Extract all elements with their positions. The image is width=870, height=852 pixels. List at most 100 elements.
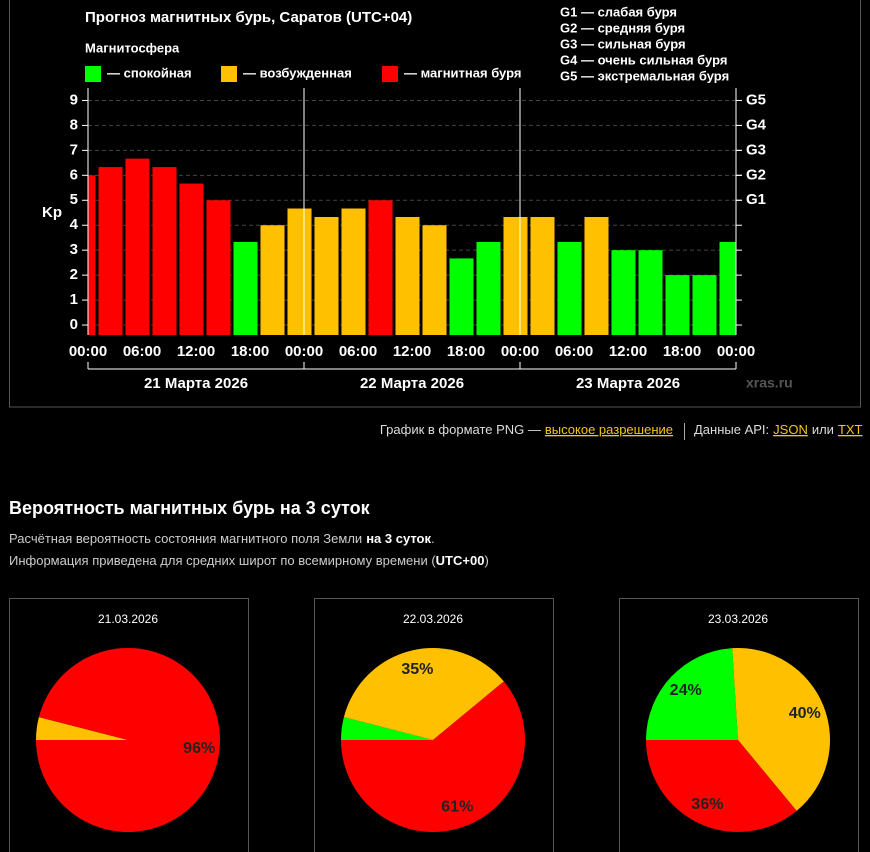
bar <box>719 241 736 335</box>
y-tick-label: 2 <box>70 266 78 283</box>
x-tick-label: 06:00 <box>123 343 161 360</box>
png-note: График в формате PNG — высокое разрешение <box>380 422 673 437</box>
x-tick-label: 06:00 <box>339 343 377 360</box>
bar <box>233 241 258 335</box>
pie-slice <box>340 681 525 832</box>
api-note: Данные API: JSON или TXT <box>694 422 863 437</box>
bar <box>287 208 312 335</box>
bar <box>88 175 96 335</box>
legend-label: — спокойная <box>107 65 192 80</box>
x-tick-label: 00:00 <box>717 343 755 360</box>
y2-tick-label: G3 <box>746 141 766 158</box>
desc-bold: на 3 суток <box>366 531 431 546</box>
pie-slice <box>341 717 433 740</box>
section-title: Вероятность магнитных бурь на 3 суток <box>9 498 371 518</box>
x-tick-label: 00:00 <box>501 343 539 360</box>
bar <box>341 208 366 335</box>
bar <box>152 167 177 335</box>
x-tick-label: 18:00 <box>447 343 485 360</box>
bar <box>449 258 474 335</box>
y-tick-label: 4 <box>70 216 79 233</box>
desc-text: . <box>431 531 435 546</box>
desc-text: Расчётная вероятность состояния магнитно… <box>9 531 362 546</box>
description: Информация приведена для средних широт п… <box>9 553 489 568</box>
x-tick-label: 00:00 <box>69 343 107 360</box>
bar <box>611 250 636 335</box>
x-tick-label: 06:00 <box>555 343 593 360</box>
y-tick-label: 5 <box>70 191 78 208</box>
g-legend-item: G3 — сильная буря <box>560 36 686 51</box>
txt-link[interactable]: TXT <box>838 422 863 437</box>
bar <box>584 216 609 335</box>
desc-bold: UTC+00 <box>436 553 485 568</box>
day-label: 23 Марта 2026 <box>576 375 680 392</box>
y-tick-label: 9 <box>70 91 78 108</box>
y-tick-label: 0 <box>70 316 78 333</box>
desc-text: ) <box>484 553 488 568</box>
pie-label: 61% <box>441 799 473 816</box>
bar <box>395 216 420 335</box>
png-text: График в формате PNG — <box>380 422 541 437</box>
y-tick-label: 6 <box>70 166 78 183</box>
y-tick-label: 1 <box>70 291 78 308</box>
chart-title: Прогноз магнитных бурь, Саратов (UTC+04) <box>85 9 412 26</box>
x-tick-label: 00:00 <box>285 343 323 360</box>
bar <box>557 241 582 335</box>
pie-label: 36% <box>691 796 723 813</box>
json-link[interactable]: JSON <box>773 422 808 437</box>
desc-text: Информация приведена для средних широт п… <box>9 553 436 568</box>
bar <box>476 241 501 335</box>
pie-slice <box>343 648 504 740</box>
y2-tick-label: G4 <box>746 116 767 133</box>
png-link[interactable]: высокое разрешение <box>545 422 673 437</box>
pie-slice <box>732 648 831 811</box>
g-legend-item: G5 — экстремальная буря <box>560 68 729 83</box>
x-tick-label: 18:00 <box>663 343 701 360</box>
pie-title: 22.03.2026 <box>403 612 463 626</box>
y2-tick-label: G2 <box>746 166 766 183</box>
y-axis-label: Kp <box>42 204 62 221</box>
bar <box>368 200 393 335</box>
x-tick-label: 12:00 <box>177 343 215 360</box>
pie-title: 21.03.2026 <box>98 612 158 626</box>
api-text: Данные API: <box>694 422 769 437</box>
watermark: xras.ru <box>746 375 793 391</box>
bar <box>206 200 231 335</box>
pie-label: 35% <box>401 661 433 678</box>
legend-label: — магнитная буря <box>404 65 521 80</box>
x-tick-label: 12:00 <box>609 343 647 360</box>
bar <box>665 275 690 335</box>
legend-swatch <box>85 66 101 82</box>
y-tick-label: 3 <box>70 241 78 258</box>
bar <box>638 250 663 335</box>
bar <box>503 216 528 335</box>
pie-label: 96% <box>183 740 215 757</box>
legend-title: Магнитосфера <box>85 40 180 55</box>
bar <box>692 275 717 335</box>
pie-slice <box>36 648 220 833</box>
legend-swatch <box>221 66 237 82</box>
x-tick-label: 18:00 <box>231 343 269 360</box>
day-label: 21 Марта 2026 <box>144 375 248 392</box>
pie-slice <box>36 717 128 740</box>
pie-label: 40% <box>789 705 821 722</box>
y-tick-label: 7 <box>70 141 78 158</box>
description: Расчётная вероятность состояния магнитно… <box>9 531 435 546</box>
pie-label: 24% <box>670 682 702 699</box>
x-tick-label: 12:00 <box>393 343 431 360</box>
y-tick-label: 8 <box>70 116 78 133</box>
pie-panel <box>9 598 249 852</box>
legend-swatch <box>382 66 398 82</box>
bar <box>530 216 555 335</box>
y2-tick-label: G5 <box>746 91 766 108</box>
bar <box>314 216 339 335</box>
bar <box>125 158 150 335</box>
legend-label: — возбужденная <box>243 65 352 80</box>
or-text: или <box>812 422 834 437</box>
pie-panel <box>619 598 859 852</box>
bar <box>179 183 204 335</box>
pie-slice <box>646 648 738 740</box>
